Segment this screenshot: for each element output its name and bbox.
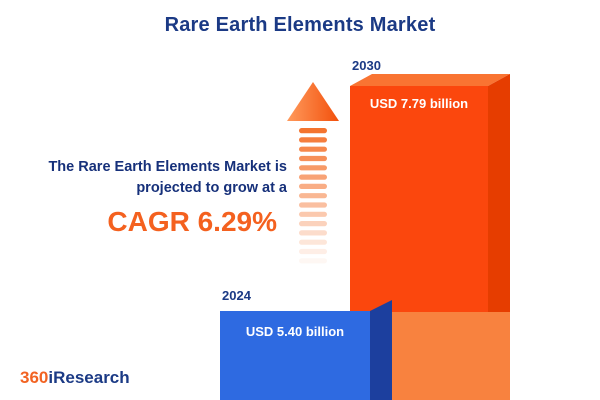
arrow-head <box>287 82 339 121</box>
arrow-stripes <box>299 128 327 264</box>
brand-logo-360: 360 <box>20 368 49 387</box>
annotation-line-1: The Rare Earth Elements Market is <box>48 159 287 175</box>
bar-2024-side-face <box>370 300 392 400</box>
bar-2024-year-label: 2024 <box>222 288 251 303</box>
bar-2024-value-label: USD 5.40 billion <box>245 324 345 339</box>
bar-2030-lower-section <box>370 312 510 400</box>
cagr-value: CAGR 6.29% <box>107 206 277 238</box>
bar-2024 <box>220 300 392 400</box>
brand-logo: 360iResearch <box>20 368 130 388</box>
bar-2030-year-label: 2030 <box>352 58 381 73</box>
annotation-line-2: projected to grow at a <box>136 179 287 196</box>
brand-logo-iresearch: iResearch <box>48 368 130 387</box>
bar-2030-value-label: USD 7.79 billion <box>369 96 469 111</box>
page-title: Rare Earth Elements Market <box>164 14 436 36</box>
bar-2024-front-face <box>220 311 370 400</box>
growth-arrow-icon <box>287 82 339 264</box>
bar-2030-top-face <box>350 74 510 86</box>
growth-annotation: The Rare Earth Elements Market is projec… <box>48 157 287 238</box>
